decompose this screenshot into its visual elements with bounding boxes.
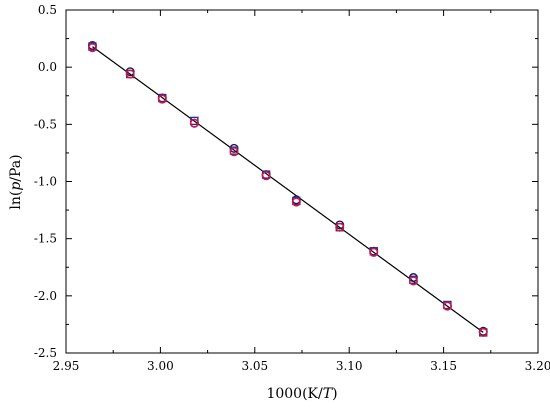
x-tick-labels: 2.95 3.00 3.05 3.10 3.15 3.20 <box>53 359 550 373</box>
data-point-series-3 <box>478 327 488 337</box>
data-point-series-3 <box>125 69 135 79</box>
data-point-series-3 <box>408 276 418 286</box>
data-point-series-3 <box>369 247 379 257</box>
y-axis-title: ln(p/Pa) <box>8 154 24 209</box>
y-tick-label: -0.5 <box>34 117 57 131</box>
y-axis-title-suffix: /Pa) <box>8 154 24 181</box>
plot-area-frame <box>65 9 539 354</box>
data-point-series-3 <box>229 147 239 157</box>
data-point-series-3 <box>335 222 345 232</box>
y-tick-label: -2.5 <box>34 346 57 360</box>
x-tick-label: 3.10 <box>336 359 363 373</box>
y-tick-label: 0.5 <box>38 3 57 17</box>
x-axis-title-suffix: ) <box>332 386 337 402</box>
x-tick-label: 3.15 <box>430 359 457 373</box>
y-tick-label: 0.0 <box>38 60 57 74</box>
x-axis-title-var: T <box>323 386 334 402</box>
x-axis-title: 1000(K/T) <box>266 386 337 402</box>
data-point-series-3 <box>189 118 199 128</box>
y-axis-title-prefix: ln( <box>8 191 24 210</box>
y-tick-label: -1.0 <box>34 175 57 189</box>
x-tick-label: 3.05 <box>241 359 268 373</box>
data-point-series-3 <box>291 197 301 207</box>
y-axis-title-var: p <box>8 182 24 191</box>
x-tick-label: 2.95 <box>53 359 80 373</box>
fit-line <box>92 46 484 333</box>
fit-line-group <box>92 46 484 333</box>
data-points <box>87 40 488 337</box>
x-tick-label: 3.00 <box>147 359 174 373</box>
data-point-series-3 <box>157 94 167 104</box>
data-point-series-3 <box>87 43 97 53</box>
data-point-series-3 <box>261 171 271 181</box>
y-tick-label: -2.0 <box>34 289 57 303</box>
y-tick-labels: 0.5 0.0 -0.5 -1.0 -1.5 -2.0 -2.5 <box>34 3 57 360</box>
axis-ticks <box>65 9 539 354</box>
data-point-series-3 <box>442 301 452 311</box>
x-tick-label: 3.20 <box>525 359 550 373</box>
y-tick-label: -1.5 <box>34 232 57 246</box>
x-axis-title-prefix: 1000(K/ <box>266 386 323 402</box>
